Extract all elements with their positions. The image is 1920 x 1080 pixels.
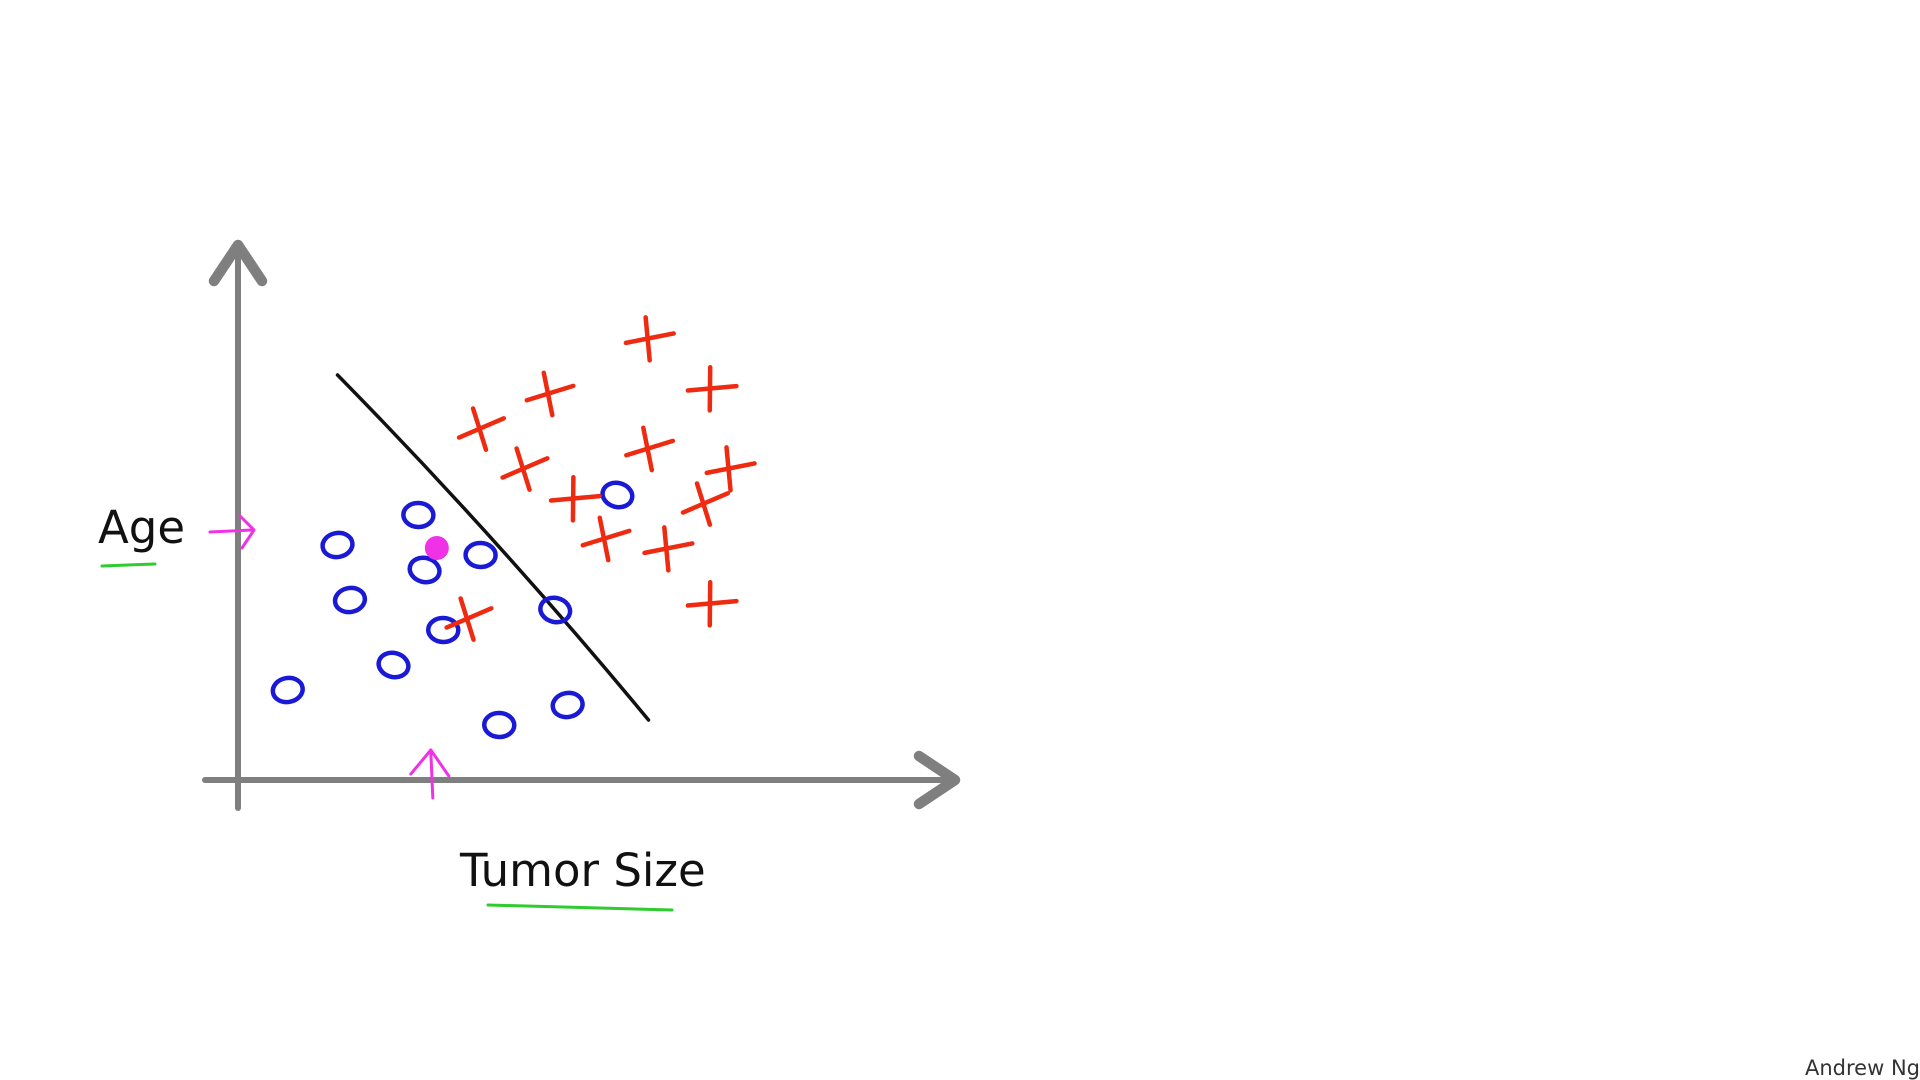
malignant-point xyxy=(500,446,550,492)
malignant-point xyxy=(704,445,757,493)
malignant-point xyxy=(444,596,494,642)
malignant-point xyxy=(456,406,507,452)
benign-point xyxy=(538,595,573,625)
ylabel-underline xyxy=(100,562,157,568)
benign-point xyxy=(600,480,635,510)
benign-point xyxy=(550,690,585,720)
decision-boundary xyxy=(335,373,651,722)
benign-point xyxy=(270,675,305,705)
y-axis-label: Age xyxy=(98,501,186,554)
author-credit: Andrew Ng xyxy=(1805,1056,1920,1080)
benign-point xyxy=(407,555,442,585)
xlabel-underline xyxy=(486,903,674,912)
benign-point xyxy=(463,540,498,570)
query-point xyxy=(424,536,449,560)
y-tick-arrow xyxy=(208,514,256,550)
x-axis-label: Tumor Size xyxy=(460,844,706,897)
benign-point xyxy=(376,650,411,680)
malignant-point xyxy=(624,425,676,473)
malignant-point xyxy=(623,315,676,363)
x-tick-arrow xyxy=(409,748,451,800)
malignant-point xyxy=(580,515,632,563)
malignant-point xyxy=(642,525,695,573)
malignant-point xyxy=(685,364,739,413)
benign-point xyxy=(426,615,461,645)
benign-point xyxy=(332,585,368,615)
malignant-point xyxy=(680,481,730,527)
malignant-point xyxy=(524,370,576,418)
benign-point xyxy=(320,530,355,560)
benign-point xyxy=(401,500,436,530)
malignant-point xyxy=(685,579,739,628)
malignant-point xyxy=(548,474,602,523)
benign-point xyxy=(481,710,517,740)
